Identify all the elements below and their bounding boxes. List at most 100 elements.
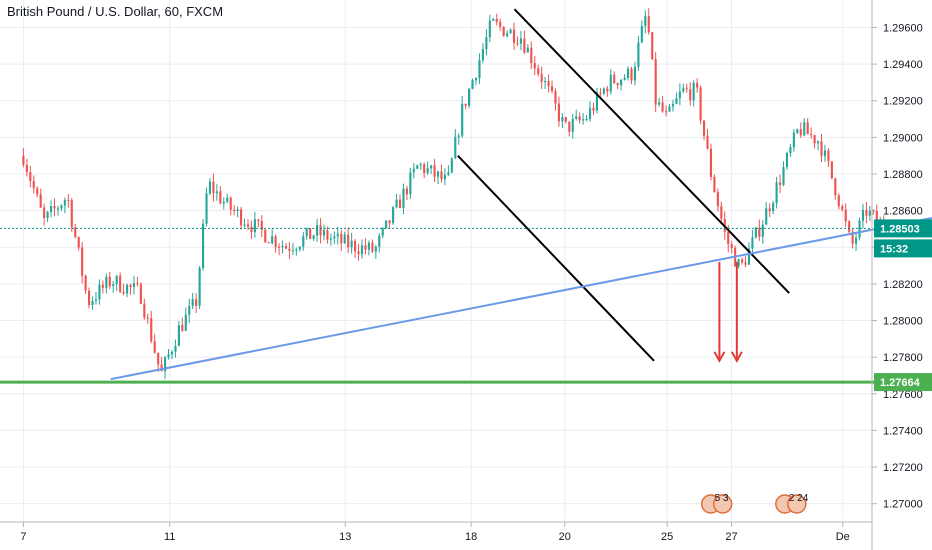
countdown-badge: 15:32: [880, 243, 908, 255]
candle-body: [699, 87, 702, 121]
candle-body: [56, 208, 60, 210]
candle-body: [578, 116, 581, 121]
candle-body: [820, 141, 823, 157]
candle-body: [616, 83, 619, 86]
candle-body: [229, 197, 232, 210]
candle-body: [685, 88, 688, 90]
candle-body: [550, 86, 554, 92]
candle-body: [861, 209, 865, 221]
candle-body: [405, 188, 408, 195]
y-tick-label: 1.29200: [883, 96, 923, 108]
candle-body: [423, 164, 426, 174]
candle-body: [329, 238, 332, 240]
candle-body: [136, 283, 139, 285]
candle-body: [215, 191, 218, 194]
candle-body: [571, 118, 574, 132]
candle-body: [544, 81, 547, 83]
candle-body: [243, 224, 246, 226]
candle-body: [132, 283, 136, 287]
candle-body: [816, 141, 820, 144]
candle-body: [651, 32, 654, 60]
candle-body: [174, 345, 177, 352]
candle-body: [530, 47, 533, 64]
candle-body: [834, 178, 837, 196]
candle-body: [188, 305, 191, 315]
candle-body: [53, 206, 56, 209]
x-tick-label: 25: [661, 531, 673, 543]
candle-body: [633, 66, 637, 81]
candle-body: [195, 299, 198, 306]
candle-body: [640, 26, 643, 43]
candle-body: [592, 107, 595, 111]
candle-body: [181, 325, 184, 331]
candle-body: [523, 38, 526, 53]
candle-body: [350, 240, 353, 248]
candle-body: [747, 248, 751, 265]
candle-body: [454, 136, 457, 159]
candle-body: [312, 235, 315, 239]
candle-body: [810, 134, 813, 136]
candle-body: [25, 164, 28, 173]
candle-body: [336, 233, 339, 237]
candle-body: [108, 276, 111, 287]
candle-body: [105, 276, 108, 288]
candle-body: [398, 199, 402, 209]
candle-body: [468, 88, 471, 106]
chart-title: British Pound / U.S. Dollar, 60, FXCM: [7, 4, 224, 19]
candle-body: [443, 174, 446, 180]
candle-body: [416, 165, 419, 169]
candle-body: [146, 317, 149, 319]
candle-body: [644, 16, 647, 27]
candle-body: [67, 199, 70, 201]
candle-body: [495, 19, 498, 22]
candle-body: [305, 228, 308, 237]
candle-body: [716, 192, 719, 207]
candle-body: [343, 234, 346, 244]
candle-body: [785, 152, 789, 168]
event-flag-icon: [712, 494, 733, 514]
candle-body: [585, 119, 588, 121]
candle-body: [419, 164, 422, 166]
candle-body: [506, 33, 509, 37]
candle-body: [696, 82, 699, 88]
candle-body: [367, 242, 370, 250]
candle-body: [22, 155, 25, 165]
candle-body: [796, 129, 799, 133]
candle-body: [70, 200, 73, 228]
candle-body: [191, 299, 194, 306]
candle-body: [409, 172, 412, 195]
candle-body: [426, 168, 429, 174]
candle-body: [316, 225, 319, 236]
y-tick-label: 1.29600: [883, 22, 923, 34]
candle-body: [153, 341, 156, 353]
candle-body: [481, 49, 484, 61]
candle-body: [620, 79, 623, 86]
candle-body: [378, 235, 381, 247]
candle-body: [854, 237, 858, 244]
event-count: 2 24: [789, 493, 809, 504]
candle-body: [333, 236, 336, 239]
candle-body: [464, 103, 467, 106]
candle-body: [761, 224, 764, 237]
candle-body: [257, 219, 260, 222]
candle-body: [46, 211, 49, 218]
candle-body: [157, 352, 160, 365]
candle-body: [388, 220, 391, 224]
x-tick-label: 13: [339, 531, 351, 543]
candle-body: [184, 314, 187, 331]
candle-body: [647, 16, 650, 33]
candle-body: [626, 68, 630, 78]
candle-body: [675, 98, 678, 104]
candle-body: [599, 92, 602, 94]
candle-body: [364, 245, 367, 250]
candle-body: [799, 129, 802, 136]
candle-body: [202, 223, 205, 268]
candle-body: [226, 197, 229, 202]
candle-body: [32, 181, 35, 189]
candle-body: [623, 77, 626, 80]
x-tick-label: 27: [725, 531, 737, 543]
candle-body: [360, 245, 364, 255]
candle-body: [671, 103, 675, 107]
